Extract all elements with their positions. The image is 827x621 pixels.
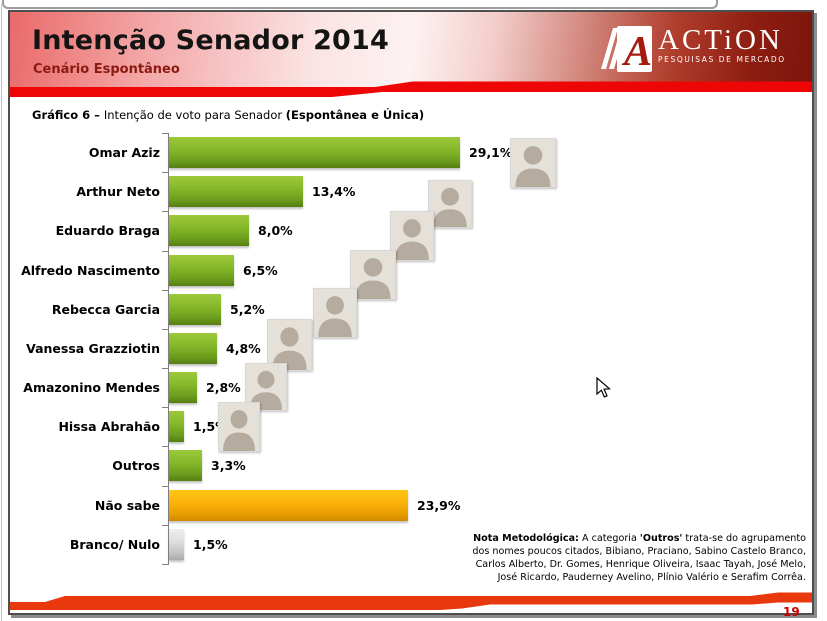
bar (169, 528, 184, 560)
slide-header: Intenção Senador 2014 Cenário Espontâneo… (10, 12, 812, 90)
bar (169, 176, 303, 208)
chart-heading: Gráfico 6 – Intenção de voto para Senado… (32, 108, 424, 122)
bar (169, 372, 197, 404)
category-label: Eduardo Braga (55, 223, 160, 239)
axis-tick (162, 485, 168, 487)
value-label: 2,8% (206, 380, 241, 396)
page-number: 19 (783, 605, 800, 619)
page-subtitle: Cenário Espontâneo (33, 62, 180, 77)
axis-tick (162, 407, 168, 409)
category-label: Arthur Neto (76, 184, 160, 200)
value-label: 29,1% (469, 145, 513, 160)
chart-heading-text: Intenção de voto para Senador (103, 108, 286, 122)
logo-a-icon: A (600, 25, 652, 77)
axis-tick (162, 524, 168, 526)
axis-tick (162, 563, 168, 565)
axis-tick (162, 250, 168, 252)
candidate-photo (390, 211, 434, 261)
axis-tick (162, 446, 168, 448)
value-label: 5,2% (230, 301, 265, 317)
bar (169, 332, 217, 364)
candidate-photo (218, 402, 260, 452)
category-label: Rebecca Garcia (51, 301, 160, 317)
chart-heading-prefix: Gráfico 6 – (32, 108, 104, 122)
brand-name: ACTiON (658, 24, 783, 56)
category-label: Hissa Abrahão (58, 419, 160, 435)
axis-tick (162, 172, 168, 174)
category-label: Outros (112, 458, 160, 474)
chart-heading-suffix: (Espontânea e Única) (285, 108, 425, 122)
value-label: 8,0% (258, 223, 293, 239)
window-left-edge (1, 4, 2, 621)
value-label: 6,5% (243, 262, 278, 278)
value-label: 23,9% (417, 497, 461, 513)
axis-tick (162, 133, 168, 134)
bar (169, 489, 408, 521)
bar (169, 254, 234, 286)
candidate-photo (313, 288, 357, 338)
bar (169, 137, 460, 168)
bar (169, 450, 202, 482)
methodology-note: Nota Metodológica: A categoria 'Outros' … (472, 533, 806, 583)
value-label: 4,8% (226, 340, 261, 356)
bar (169, 411, 184, 443)
category-label: Omar Aziz (88, 145, 160, 160)
axis-tick (162, 328, 168, 330)
top-window-strip (2, 0, 718, 9)
value-label: 1,5% (193, 536, 228, 552)
footer-red-band (10, 592, 812, 610)
brand-logo: A ACTiON PESQUISAS DE MERCADO (600, 25, 800, 77)
category-label: Não sabe (94, 497, 160, 513)
axis-tick (162, 211, 168, 213)
page-title: Intenção Senador 2014 (32, 25, 390, 56)
category-label: Alfredo Nascimento (21, 262, 160, 278)
category-label: Vanessa Grazziotin (26, 340, 160, 356)
candidate-photo (350, 250, 396, 300)
value-label: 3,3% (211, 458, 246, 474)
bar (169, 215, 249, 247)
mouse-cursor-icon (596, 376, 612, 403)
category-label: Branco/ Nulo (69, 536, 160, 552)
candidate-photo (510, 138, 556, 188)
bar (169, 293, 221, 325)
candidate-photo (428, 180, 472, 228)
axis-tick (162, 368, 168, 370)
note-label: Nota Metodológica: (473, 533, 579, 544)
axis-tick (162, 289, 168, 291)
category-label: Amazonino Mendes (23, 380, 160, 396)
axis-line (168, 133, 169, 565)
value-label: 13,4% (312, 184, 356, 200)
slide: Intenção Senador 2014 Cenário Espontâneo… (8, 10, 814, 619)
svg-text:A: A (621, 29, 652, 73)
brand-tagline: PESQUISAS DE MERCADO (658, 55, 786, 64)
